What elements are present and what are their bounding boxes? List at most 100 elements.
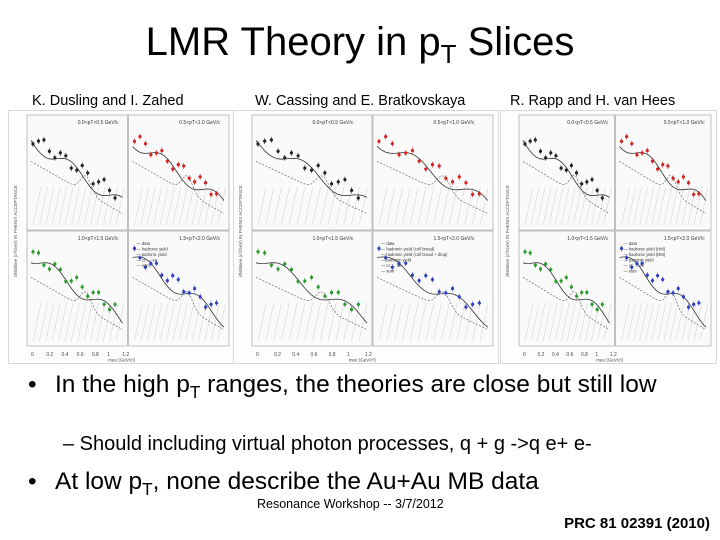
- data-point: [424, 167, 428, 171]
- hatch-line: [585, 186, 594, 226]
- y-axis-label: dN/dmee (c²/GeV) IN PHENIX ACCEPTANCE: [238, 185, 243, 277]
- data-point: [533, 263, 537, 267]
- data-point: [595, 307, 599, 312]
- hatch-line: [633, 302, 642, 342]
- hatch-line: [166, 186, 175, 226]
- data-point: [437, 290, 441, 294]
- data-point: [523, 142, 527, 146]
- quadrant-pt-label: 0.5<pT<1.0 GeV/c: [179, 120, 220, 126]
- data-point: [31, 250, 35, 254]
- hatch-line: [663, 186, 672, 226]
- data-point: [437, 164, 441, 168]
- x-tick-label: 0.4: [292, 352, 299, 358]
- hatch-line: [140, 302, 150, 342]
- hatch-line: [71, 186, 80, 226]
- data-point: [69, 279, 73, 283]
- sum-curve: [132, 146, 225, 201]
- hatch-line: [166, 302, 175, 342]
- x-tick-label: 0.8: [581, 352, 588, 358]
- hatch-line: [198, 186, 207, 226]
- bullet-text-part: In the high p: [55, 371, 190, 398]
- data-point: [323, 294, 327, 298]
- data-point: [384, 256, 388, 260]
- data-point: [31, 142, 35, 146]
- legend-entry: — data: [381, 241, 395, 246]
- data-point: [209, 192, 213, 197]
- data-point: [343, 302, 347, 306]
- hatch-line: [425, 302, 434, 342]
- legend-entry: — data: [137, 241, 151, 246]
- hatch-line: [265, 302, 275, 342]
- quadrant-frame: [518, 114, 615, 231]
- bullet-dot: •: [28, 371, 37, 398]
- hatch-line: [351, 186, 360, 226]
- hatch-line: [591, 186, 600, 226]
- data-point: [303, 166, 307, 170]
- data-point: [171, 167, 175, 171]
- data-point: [329, 290, 334, 295]
- sum-curve: [30, 262, 123, 324]
- hatch-line: [185, 186, 194, 226]
- data-point: [544, 262, 548, 266]
- data-point: [692, 302, 696, 306]
- hatch-line: [627, 186, 636, 226]
- reference-citation: PRC 81 02391 (2010): [564, 515, 710, 532]
- hatch-line: [433, 186, 442, 226]
- sum-curve: [376, 146, 489, 201]
- data-point: [404, 261, 408, 265]
- data-point: [681, 295, 685, 299]
- data-point: [686, 305, 691, 309]
- x-tick-label: 0: [256, 352, 259, 358]
- hatch-line: [402, 302, 411, 342]
- hatch-line: [651, 302, 660, 342]
- data-point: [671, 291, 675, 295]
- hatch-line: [645, 302, 654, 342]
- data-point: [538, 267, 543, 271]
- data-point: [193, 180, 197, 184]
- bullet-text-part: ranges, the theories are close but still…: [200, 371, 657, 398]
- data-point: [645, 148, 649, 153]
- hatch-line: [147, 302, 156, 342]
- data-point: [564, 168, 568, 172]
- hatch-line: [621, 302, 630, 342]
- hatch-line: [603, 302, 612, 342]
- hatch-line: [296, 302, 306, 342]
- data-point: [64, 279, 68, 283]
- hatch-line: [621, 186, 630, 226]
- hatch-line: [699, 302, 709, 342]
- data-point: [471, 302, 475, 306]
- hatch-line: [83, 186, 93, 226]
- data-point: [580, 182, 584, 186]
- hatch-line: [45, 302, 55, 342]
- legend-entry: — sum: [624, 269, 638, 274]
- hadronic-curve: [376, 161, 489, 214]
- data-point: [600, 302, 604, 307]
- hatch-line: [573, 302, 582, 342]
- hatch-line: [675, 186, 685, 226]
- data-point: [296, 154, 300, 158]
- hatch-line: [530, 302, 540, 342]
- x-tick-label: 0.6: [77, 352, 84, 358]
- hatch-line: [147, 186, 156, 226]
- quadrant-pt-label: 1.0<pT<1.5 GeV/c: [567, 236, 608, 242]
- hatch-line: [627, 302, 636, 342]
- data-point: [80, 163, 84, 168]
- hatch-line: [663, 302, 672, 342]
- data-point: [410, 148, 415, 153]
- hatch-line: [39, 302, 48, 342]
- data-point: [193, 286, 197, 291]
- x-tick-label: 0.4: [552, 352, 559, 358]
- x-tick-label: 0: [523, 352, 526, 358]
- quadrant-frame: [26, 114, 128, 231]
- data-point: [283, 156, 287, 160]
- quadrant-frame: [251, 114, 373, 231]
- data-point: [410, 273, 415, 277]
- hatch-line: [386, 302, 396, 342]
- hatch-line: [273, 302, 282, 342]
- data-point: [384, 134, 388, 139]
- hatch-line: [597, 302, 606, 342]
- data-point: [523, 250, 527, 254]
- data-point: [549, 267, 553, 272]
- hatch-line: [394, 186, 403, 226]
- hatch-line: [554, 186, 564, 226]
